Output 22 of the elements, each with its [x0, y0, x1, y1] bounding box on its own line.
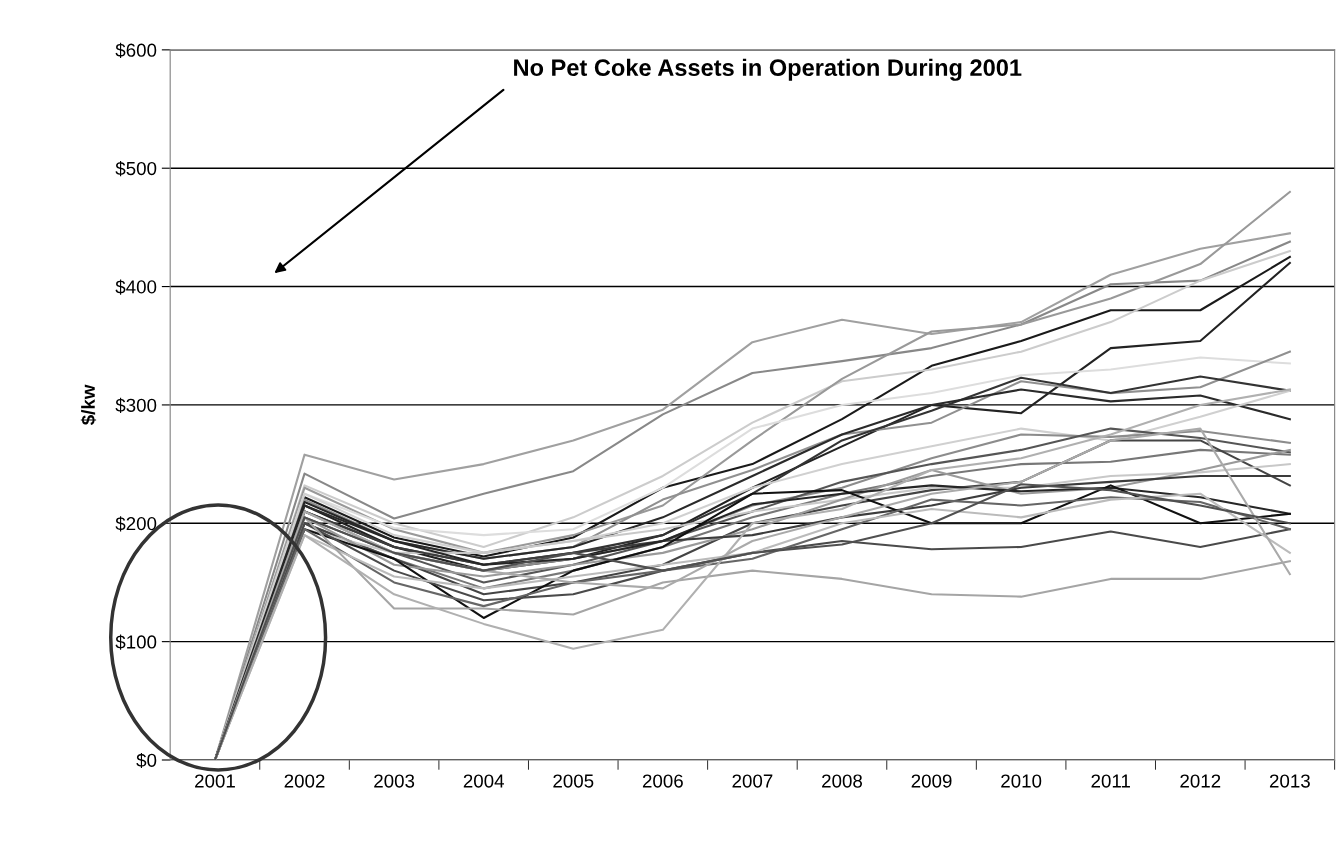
- x-tick-label: 2013: [1269, 774, 1310, 788]
- x-tick-label: 2010: [1001, 774, 1042, 788]
- x-tick-label: 2001: [195, 774, 235, 788]
- x-tick-label: 2002: [284, 774, 325, 788]
- x-tick-label: 2004: [463, 774, 504, 788]
- y-tick-label: $100: [115, 634, 157, 650]
- x-tick-label: 2003: [374, 774, 415, 788]
- y-tick-label: $300: [115, 397, 157, 414]
- y-tick-label: $400: [115, 279, 157, 295]
- y-tick-label: $200: [115, 516, 157, 532]
- annotation: No Pet Coke Assets in Operation During 2001: [514, 58, 1022, 81]
- x-tick-label: 2009: [911, 774, 952, 788]
- x-tick-label: 2006: [642, 774, 683, 788]
- y-tick-label: $500: [115, 161, 157, 177]
- y-tick-label: $0: [136, 752, 157, 769]
- y-tick-label: $600: [115, 42, 157, 58]
- x-tick-label: 2007: [732, 774, 773, 788]
- x-tick-label: 2008: [822, 774, 863, 788]
- x-tick-label: 2012: [1180, 774, 1221, 788]
- y-axis-title: $/kw: [80, 384, 97, 425]
- x-tick-label: 2011: [1091, 774, 1130, 788]
- x-tick-label: 2005: [553, 774, 594, 788]
